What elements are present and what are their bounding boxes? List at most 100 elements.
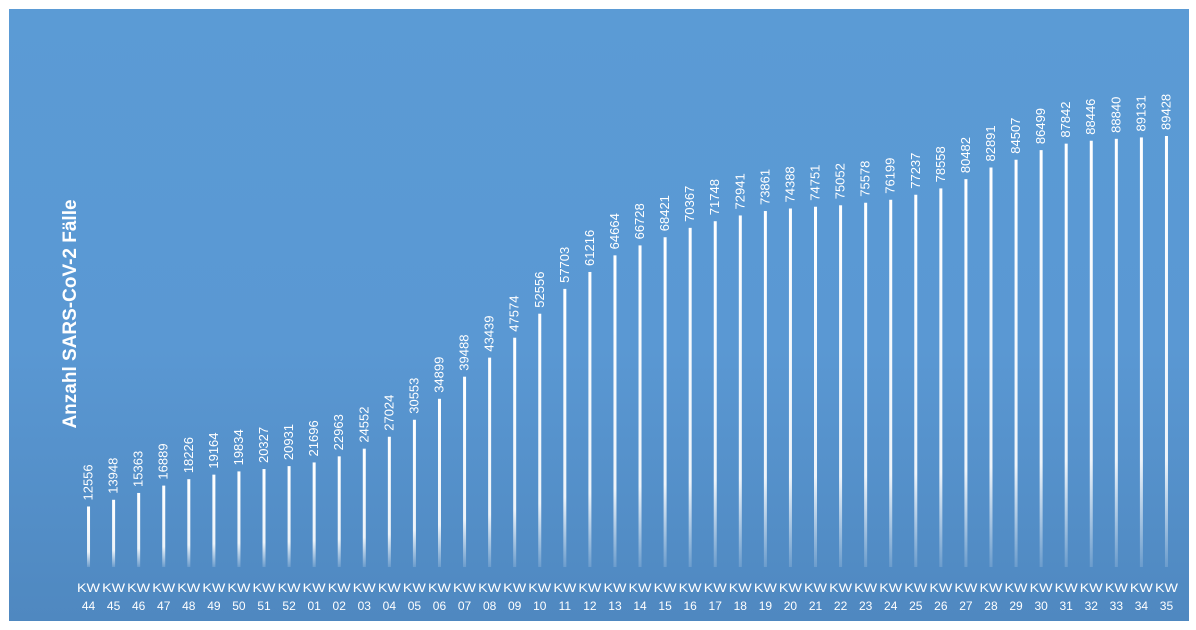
- data-label: 88446: [1083, 99, 1098, 135]
- x-tick-label: KW 21: [804, 581, 828, 613]
- x-tick-label: KW 47: [152, 581, 176, 613]
- data-label: 27024: [381, 395, 396, 431]
- data-label: 78558: [933, 146, 948, 182]
- data-label: 89428: [1158, 94, 1173, 130]
- x-tick-label: KW 13: [603, 581, 627, 613]
- bar-kw-32: [1089, 140, 1093, 568]
- data-label: 89131: [1133, 95, 1148, 131]
- bar-kw-08: [488, 357, 492, 567]
- data-label: 64664: [607, 213, 622, 249]
- data-label: 20327: [256, 427, 271, 463]
- x-tick-label: KW 31: [1055, 581, 1079, 613]
- bar-kw-49: [212, 474, 216, 567]
- bar-kw-24: [889, 199, 893, 567]
- x-tick-label: KW 05: [403, 581, 427, 613]
- bar-kw-11: [563, 288, 567, 567]
- bar-kw-46: [137, 492, 141, 567]
- bar-kw-16: [688, 227, 692, 568]
- x-tick-label: KW 07: [453, 581, 477, 613]
- x-tick-label: KW 26: [929, 581, 953, 613]
- data-label: 30553: [406, 378, 421, 414]
- bar-kw-12: [588, 271, 592, 567]
- data-label: 13948: [106, 458, 121, 494]
- x-tick-label: KW 35: [1155, 581, 1179, 613]
- data-label: 80482: [958, 137, 973, 173]
- x-tick-label: KW 32: [1080, 581, 1104, 613]
- bar-kw-19: [763, 211, 767, 567]
- x-tick-label: KW 27: [954, 581, 978, 613]
- data-label: 88840: [1108, 97, 1123, 133]
- data-label: 19164: [206, 432, 221, 468]
- x-tick-label: KW 33: [1105, 581, 1129, 613]
- data-label: 18226: [181, 437, 196, 473]
- x-tick-label: KW 24: [879, 581, 903, 613]
- bar-kw-06: [437, 398, 441, 567]
- data-label: 86499: [1033, 108, 1048, 144]
- bar-kw-01: [312, 462, 316, 567]
- data-label: 24552: [356, 407, 371, 443]
- x-tick-label: KW 25: [904, 581, 928, 613]
- data-label: 22963: [331, 414, 346, 450]
- data-label: 74388: [782, 166, 797, 202]
- x-tick-label: KW 28: [979, 581, 1003, 613]
- bar-kw-28: [989, 167, 993, 567]
- x-tick-label: KW 30: [1030, 581, 1054, 613]
- data-label: 21696: [306, 420, 321, 456]
- x-tick-label: KW 50: [227, 581, 251, 613]
- data-label: 75578: [858, 161, 873, 197]
- data-label: 52556: [532, 272, 547, 308]
- data-labels-group: 12556 13948 15363 16889 18226 19164 19834 20327…: [81, 94, 1174, 501]
- x-tick-label: KW 19: [754, 581, 778, 613]
- x-tick-label: KW 03: [353, 581, 377, 613]
- x-tick-label: KW 46: [127, 581, 151, 613]
- bar-kw-03: [362, 448, 366, 567]
- bar-kw-45: [112, 499, 116, 567]
- x-tick-label: KW 34: [1130, 581, 1154, 613]
- bar-kw-21: [814, 206, 818, 568]
- bar-kw-51: [262, 469, 266, 567]
- data-label: 70367: [682, 186, 697, 222]
- bar-kw-35: [1164, 136, 1168, 567]
- bar-kw-48: [187, 479, 191, 567]
- x-tick-label: KW 15: [654, 581, 678, 613]
- data-label: 61216: [582, 230, 597, 266]
- bar-kw-18: [738, 215, 742, 567]
- data-label: 19834: [231, 429, 246, 465]
- x-tick-label: KW 44: [77, 581, 101, 613]
- bar-kw-26: [939, 188, 943, 567]
- data-label: 15363: [131, 451, 146, 487]
- bar-kw-22: [839, 205, 843, 568]
- bar-kw-07: [463, 376, 467, 567]
- x-tick-label: KW 06: [428, 581, 452, 613]
- bar-kw-05: [412, 419, 416, 567]
- x-tick-label: KW 10: [528, 581, 552, 613]
- x-tick-label: KW 01: [303, 581, 327, 613]
- data-label: 87842: [1058, 101, 1073, 137]
- bar-kw-04: [387, 436, 391, 567]
- data-label: 68421: [657, 195, 672, 231]
- data-label: 47574: [507, 296, 522, 332]
- data-label: 75052: [833, 163, 848, 199]
- x-tick-label: KW 51: [253, 581, 277, 613]
- x-tick-label: KW 18: [729, 581, 753, 613]
- bar-kw-27: [964, 179, 968, 567]
- data-label: 72941: [732, 173, 747, 209]
- data-label: 66728: [632, 203, 647, 239]
- x-tick-label: KW 23: [854, 581, 878, 613]
- data-label: 71748: [707, 179, 722, 215]
- bar-kw-25: [914, 194, 918, 567]
- x-tick-label: KW 12: [578, 581, 602, 613]
- bar-kw-17: [713, 221, 717, 567]
- bar-kw-02: [337, 456, 341, 567]
- x-tick-label: KW 02: [328, 581, 352, 613]
- x-tick-label: KW 48: [177, 581, 201, 613]
- x-tick-label: KW 22: [829, 581, 853, 613]
- x-tick-label: KW 45: [102, 581, 126, 613]
- x-tick-label: KW 11: [553, 581, 577, 613]
- x-tick-label: KW 29: [1005, 581, 1029, 613]
- bar-kw-29: [1014, 159, 1018, 567]
- bar-kw-52: [287, 466, 291, 567]
- bar-kw-33: [1114, 138, 1118, 567]
- x-tick-label: KW 16: [679, 581, 703, 613]
